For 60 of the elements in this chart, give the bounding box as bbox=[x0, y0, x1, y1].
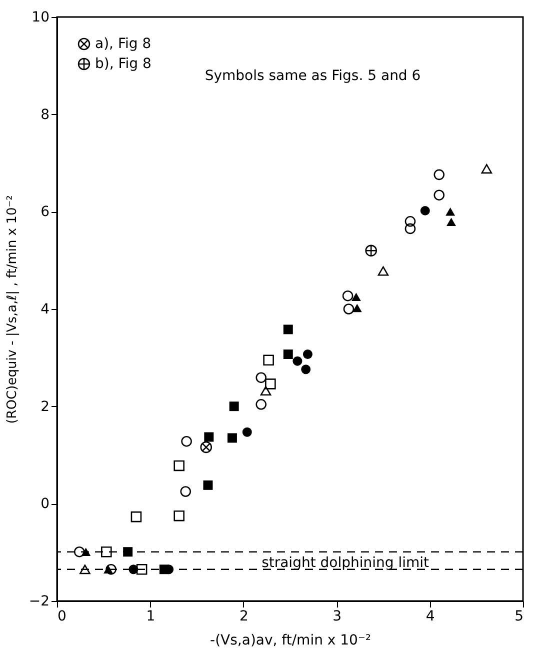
point bbox=[434, 190, 445, 201]
point bbox=[200, 441, 212, 454]
y-tick-label: 6 bbox=[40, 204, 50, 220]
x-tick-label: 0 bbox=[58, 608, 66, 624]
y-axis-title: (ROC)equiv - |Vs,a,ℓ| , ft/min x 10⁻² bbox=[4, 195, 20, 424]
point bbox=[174, 510, 184, 522]
point bbox=[378, 266, 389, 276]
point bbox=[80, 564, 90, 574]
annotation: straight dolphining limit bbox=[262, 554, 430, 571]
point bbox=[242, 427, 252, 437]
point bbox=[292, 356, 302, 366]
y-tick-label: −2 bbox=[28, 594, 50, 610]
point bbox=[260, 386, 272, 396]
y-tick-label: 4 bbox=[40, 302, 50, 318]
point bbox=[352, 304, 362, 312]
annotation: Symbols same as Figs. 5 and 6 bbox=[204, 68, 421, 84]
point bbox=[174, 460, 184, 472]
point bbox=[446, 218, 456, 226]
x-tick-label: 4 bbox=[426, 608, 435, 624]
point bbox=[420, 206, 430, 216]
point bbox=[446, 208, 456, 216]
point bbox=[203, 480, 213, 490]
point bbox=[256, 399, 266, 410]
x-tick-label: 1 bbox=[146, 608, 156, 624]
point bbox=[180, 486, 192, 497]
point bbox=[404, 223, 416, 234]
y-tick-label: 2 bbox=[40, 398, 50, 415]
legend-label: a), Fig 8 bbox=[95, 36, 152, 52]
point bbox=[256, 372, 266, 384]
point bbox=[104, 565, 114, 574]
y-tick-label: 10 bbox=[32, 10, 50, 26]
point bbox=[404, 216, 416, 227]
x-axis-title: -(Vs,a)av, ft/min x 10⁻² bbox=[210, 632, 371, 648]
point bbox=[301, 364, 311, 374]
point bbox=[229, 402, 239, 412]
point bbox=[263, 354, 274, 366]
point bbox=[481, 164, 492, 174]
y-tick-label: 0 bbox=[40, 496, 50, 512]
point bbox=[204, 432, 214, 442]
point bbox=[74, 546, 85, 558]
point bbox=[130, 511, 142, 522]
x-tick-label: 5 bbox=[514, 608, 524, 624]
point bbox=[227, 433, 237, 443]
point bbox=[283, 350, 293, 360]
point bbox=[136, 564, 148, 575]
y-tick-label: 8 bbox=[40, 106, 50, 123]
point bbox=[351, 292, 361, 301]
point bbox=[434, 169, 445, 180]
point bbox=[302, 350, 312, 359]
point bbox=[101, 546, 112, 558]
point bbox=[283, 324, 293, 334]
point bbox=[343, 304, 354, 314]
point bbox=[365, 244, 377, 256]
point bbox=[265, 378, 276, 390]
point bbox=[159, 564, 169, 574]
x-tick-label: 3 bbox=[332, 608, 342, 624]
point bbox=[181, 436, 192, 447]
legend-label: b), Fig 8 bbox=[95, 56, 152, 72]
point bbox=[342, 290, 354, 302]
x-tick-label: 2 bbox=[239, 608, 248, 624]
